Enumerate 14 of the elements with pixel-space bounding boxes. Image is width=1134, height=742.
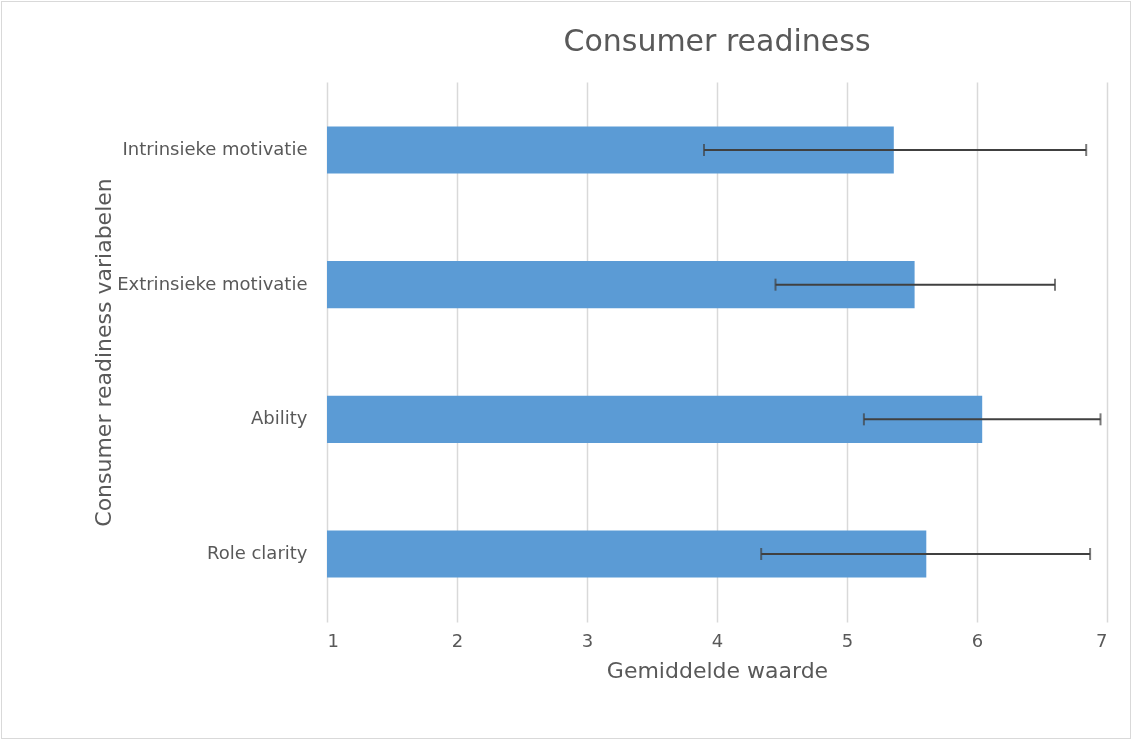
x-tick-label: 7 xyxy=(1096,629,1108,651)
x-axis-title: Gemiddelde waarde xyxy=(606,657,829,683)
x-tick-label: 3 xyxy=(581,629,594,651)
x-tick-label: 5 xyxy=(841,629,854,651)
y-tick-label: Extrinsieke motivatie xyxy=(117,272,308,294)
x-tick-label: 1 xyxy=(327,629,339,651)
x-tick-label: 6 xyxy=(971,629,984,651)
x-tick-label: 2 xyxy=(451,629,464,651)
y-axis-title: Consumer readiness variabelen xyxy=(90,178,116,527)
chart-title: Consumer readiness xyxy=(563,23,871,58)
y-tick-label: Role clarity xyxy=(206,541,308,563)
y-tick-label: Intrinsieke motivatie xyxy=(122,138,308,159)
x-tick-label: 4 xyxy=(711,629,724,651)
y-tick-label: Ability xyxy=(251,407,308,429)
